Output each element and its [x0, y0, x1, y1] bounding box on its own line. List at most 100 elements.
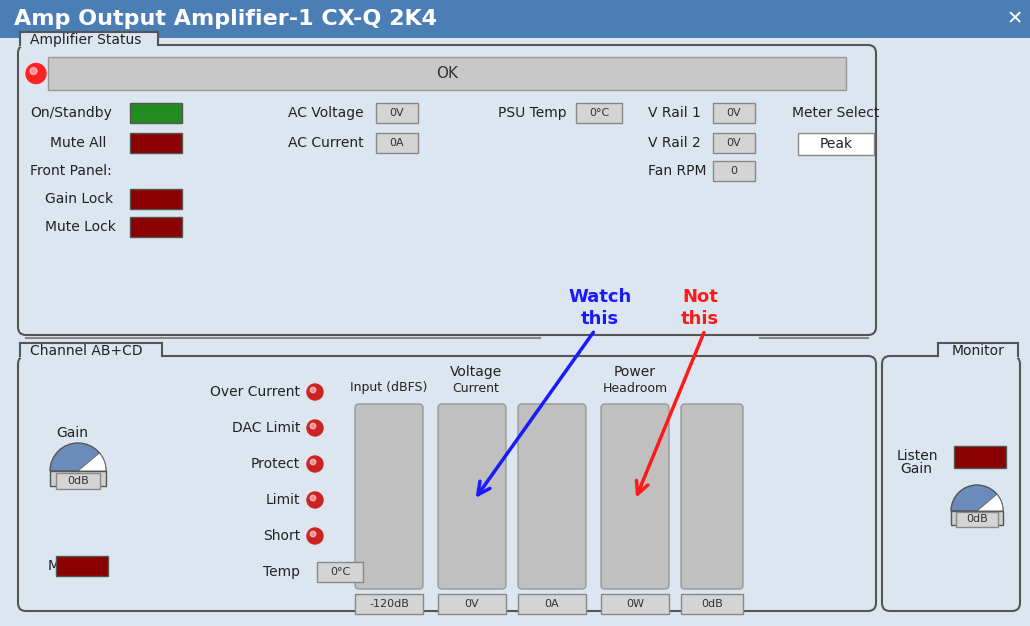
Circle shape	[310, 423, 316, 429]
Bar	[376, 133, 418, 153]
Text: Current: Current	[452, 381, 500, 394]
Text: 0V: 0V	[727, 138, 742, 148]
Wedge shape	[977, 495, 1003, 511]
Text: Meter Select: Meter Select	[792, 106, 880, 120]
Text: AC Voltage: AC Voltage	[288, 106, 364, 120]
Bar	[681, 594, 743, 614]
Wedge shape	[951, 485, 1003, 511]
Bar	[48, 57, 846, 90]
Bar	[713, 161, 755, 181]
Text: Channel AB+CD: Channel AB+CD	[30, 344, 142, 358]
Text: -120dB: -120dB	[369, 599, 409, 609]
Bar	[130, 189, 182, 209]
Text: Amplifier Status: Amplifier Status	[30, 33, 141, 47]
Circle shape	[307, 528, 323, 544]
Text: Mute: Mute	[48, 559, 82, 573]
Text: Listen: Listen	[897, 449, 938, 463]
Circle shape	[307, 384, 323, 400]
Text: 0V: 0V	[389, 108, 405, 118]
Text: Over Current: Over Current	[210, 385, 300, 399]
Bar	[0, 0, 1030, 38]
Bar	[20, 31, 158, 47]
Bar	[317, 562, 363, 582]
FancyBboxPatch shape	[882, 356, 1020, 611]
Text: 0V: 0V	[465, 599, 479, 609]
Text: Gain: Gain	[56, 426, 88, 440]
Bar	[56, 556, 108, 576]
Text: Mute Lock: Mute Lock	[45, 220, 115, 234]
Text: Limit: Limit	[266, 493, 300, 507]
FancyBboxPatch shape	[18, 356, 876, 611]
Text: Peak: Peak	[820, 137, 853, 151]
Text: 0dB: 0dB	[701, 599, 723, 609]
Wedge shape	[50, 443, 106, 471]
Bar	[954, 446, 1006, 468]
Bar	[50, 471, 106, 486]
Bar	[355, 594, 423, 614]
FancyBboxPatch shape	[18, 45, 876, 335]
Text: DAC Limit: DAC Limit	[232, 421, 300, 435]
Circle shape	[310, 495, 316, 501]
Bar	[956, 512, 998, 527]
FancyBboxPatch shape	[518, 404, 586, 589]
Text: 0°C: 0°C	[589, 108, 609, 118]
Text: Gain: Gain	[900, 462, 932, 476]
Text: Gain Lock: Gain Lock	[45, 192, 113, 206]
Circle shape	[307, 420, 323, 436]
Bar	[951, 511, 1003, 525]
FancyBboxPatch shape	[355, 404, 423, 589]
Text: Headroom: Headroom	[603, 381, 667, 394]
Text: Temp: Temp	[263, 565, 300, 579]
Text: 0W: 0W	[626, 599, 644, 609]
FancyBboxPatch shape	[600, 404, 670, 589]
Bar	[713, 103, 755, 123]
Text: V Rail 2: V Rail 2	[648, 136, 700, 150]
Text: 0A: 0A	[545, 599, 559, 609]
Circle shape	[26, 63, 46, 83]
Bar	[376, 103, 418, 123]
Bar	[20, 342, 162, 358]
Text: PSU Temp: PSU Temp	[497, 106, 567, 120]
Text: 0dB: 0dB	[67, 476, 89, 486]
FancyBboxPatch shape	[438, 404, 506, 589]
Text: Power: Power	[614, 365, 656, 379]
Circle shape	[307, 456, 323, 472]
Text: OK: OK	[436, 66, 458, 81]
Text: Short: Short	[263, 529, 300, 543]
Circle shape	[30, 68, 37, 74]
Bar	[713, 133, 755, 153]
Text: 0°C: 0°C	[330, 567, 350, 577]
Bar	[518, 594, 586, 614]
Bar	[56, 473, 100, 489]
Text: Mute All: Mute All	[50, 136, 106, 150]
Text: V Rail 1: V Rail 1	[648, 106, 700, 120]
Circle shape	[307, 492, 323, 508]
Circle shape	[310, 459, 316, 464]
Text: Fan RPM: Fan RPM	[648, 164, 707, 178]
Text: Front Panel:: Front Panel:	[30, 164, 111, 178]
Text: 0dB: 0dB	[966, 515, 988, 525]
Text: 0A: 0A	[389, 138, 405, 148]
Bar	[438, 594, 506, 614]
Bar	[130, 133, 182, 153]
Bar	[798, 133, 874, 155]
Text: On/Standby: On/Standby	[30, 106, 112, 120]
Bar	[130, 103, 182, 123]
Text: 0: 0	[730, 166, 737, 176]
Text: Input (dBFS): Input (dBFS)	[350, 381, 427, 394]
Circle shape	[310, 387, 316, 393]
Text: 0V: 0V	[727, 108, 742, 118]
Text: Voltage: Voltage	[450, 365, 503, 379]
Text: ✕: ✕	[1006, 9, 1023, 29]
Text: Watch
this: Watch this	[569, 288, 631, 328]
Text: AC Current: AC Current	[288, 136, 364, 150]
Text: Monitor: Monitor	[952, 344, 1004, 358]
FancyBboxPatch shape	[681, 404, 743, 589]
Bar	[130, 217, 182, 237]
Text: Protect: Protect	[250, 457, 300, 471]
Bar	[600, 594, 670, 614]
Wedge shape	[78, 453, 106, 471]
Bar	[576, 103, 622, 123]
Bar	[938, 342, 1018, 358]
Text: Not
this: Not this	[681, 288, 719, 328]
